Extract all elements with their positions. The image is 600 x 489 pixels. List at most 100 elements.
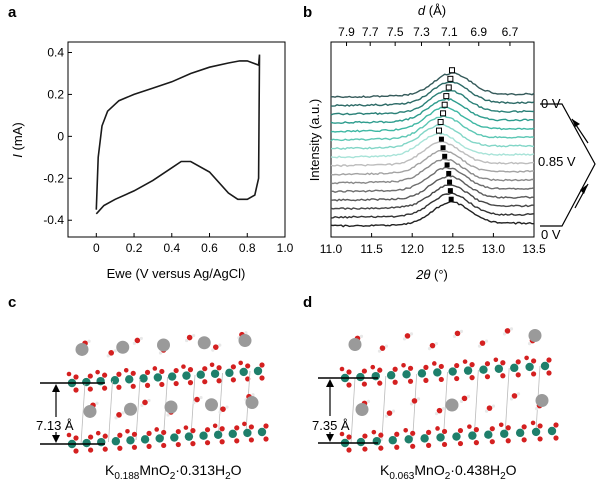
o-atom bbox=[161, 429, 167, 436]
k-ion bbox=[75, 342, 89, 356]
o-atom bbox=[234, 425, 240, 431]
o-atom bbox=[144, 382, 151, 388]
o-atom bbox=[546, 370, 552, 376]
water-hydrogen bbox=[384, 344, 389, 348]
water-oxygen bbox=[134, 337, 141, 344]
cv-x-tick-label: 0.6 bbox=[201, 241, 218, 255]
o-atom bbox=[175, 428, 181, 435]
o-atom bbox=[130, 383, 136, 389]
o-atom bbox=[438, 376, 444, 383]
o-atom bbox=[216, 378, 222, 384]
mn-atom bbox=[167, 372, 177, 381]
water-hydrogen bbox=[114, 416, 118, 420]
o-atom bbox=[144, 369, 151, 375]
o-atom bbox=[66, 371, 72, 377]
water-hydrogen bbox=[199, 395, 203, 400]
xrd-peak-marker-open bbox=[437, 118, 444, 125]
xrd-pattern-curve bbox=[330, 132, 535, 159]
water-hydrogen bbox=[484, 339, 489, 343]
mn-atom bbox=[110, 376, 120, 385]
water-hydrogen bbox=[377, 349, 382, 353]
mn-atom bbox=[479, 365, 488, 374]
mn-atom bbox=[420, 434, 429, 443]
o-atom bbox=[362, 433, 368, 439]
xrd-peak-marker-open bbox=[441, 101, 448, 108]
o-atom bbox=[73, 448, 79, 454]
voltage-bracket bbox=[540, 103, 596, 227]
o-atom bbox=[234, 438, 240, 444]
water-hydrogen bbox=[366, 399, 371, 403]
panel-label-c: c bbox=[8, 294, 17, 311]
cv-plot-frame bbox=[67, 41, 286, 238]
water-oxygen bbox=[404, 333, 411, 339]
arrow-charge-head bbox=[580, 184, 588, 194]
mn-atom bbox=[96, 376, 105, 386]
o-atom bbox=[410, 430, 416, 436]
water-hydrogen bbox=[132, 341, 136, 346]
unit-cell-edge bbox=[350, 377, 356, 444]
o-atom bbox=[245, 363, 251, 369]
o-atom bbox=[423, 377, 429, 383]
o-atom bbox=[454, 362, 460, 369]
mn-atom bbox=[468, 431, 477, 440]
o-atom bbox=[248, 424, 254, 430]
voltage-label-mid: 0.85 V bbox=[538, 154, 576, 169]
spacing-label-c: 7.13 Å bbox=[36, 418, 74, 433]
water-hydrogen bbox=[244, 331, 248, 335]
spacing-arrowhead-down-c bbox=[52, 435, 60, 443]
xrd-x-tick-label: 13.0 bbox=[482, 242, 506, 256]
xrd-y-axis-label: Intensity (a.u.) bbox=[307, 99, 322, 181]
o-atom bbox=[187, 380, 194, 386]
o-atom bbox=[370, 364, 376, 370]
xrd-peak-marker-open bbox=[445, 84, 452, 91]
xrd-pattern-curve bbox=[330, 72, 535, 99]
xrd-pattern-curve bbox=[330, 97, 535, 125]
water-hydrogen bbox=[384, 414, 389, 418]
xrd-pattern-curve bbox=[330, 175, 535, 202]
cv-x-tick-label: 0 bbox=[93, 241, 100, 255]
water-hydrogen bbox=[121, 411, 125, 415]
o-atom bbox=[435, 426, 440, 431]
panel-label-b: b bbox=[303, 4, 313, 21]
o-atom bbox=[263, 436, 269, 442]
o-atom bbox=[187, 367, 194, 373]
mn-atom bbox=[372, 436, 382, 446]
o-atom bbox=[238, 360, 243, 366]
o-atom bbox=[216, 365, 222, 371]
mn-atom bbox=[452, 432, 461, 441]
o-atom bbox=[219, 426, 225, 432]
mn-atom bbox=[356, 437, 366, 447]
unit-cell-edge bbox=[108, 380, 113, 443]
water-oxygen bbox=[142, 399, 148, 406]
unit-cell-edge bbox=[218, 372, 223, 435]
o-atom bbox=[95, 430, 101, 436]
water-hydrogen bbox=[192, 333, 196, 338]
o-atom bbox=[131, 444, 138, 450]
o-atom bbox=[531, 358, 537, 364]
o-atom bbox=[173, 367, 179, 374]
o-atom bbox=[423, 364, 429, 370]
mn-atom bbox=[547, 426, 557, 436]
o-atom bbox=[116, 384, 122, 390]
o-atom bbox=[339, 366, 345, 372]
o-atom bbox=[159, 381, 165, 388]
mn-atom bbox=[433, 368, 442, 377]
o-atom bbox=[219, 439, 225, 445]
mn-atom bbox=[210, 369, 220, 378]
xrd-peak-marker-filled bbox=[448, 196, 454, 202]
o-atom bbox=[259, 375, 265, 381]
o-atom bbox=[242, 421, 247, 427]
k-ion bbox=[355, 403, 369, 416]
mn-atom bbox=[239, 367, 248, 377]
xrd-peak-marker-open bbox=[440, 110, 447, 117]
water-oxygen bbox=[411, 398, 418, 404]
cv-y-tick-label: -0.2 bbox=[43, 171, 64, 185]
o-atom bbox=[66, 432, 72, 438]
water-hydrogen bbox=[477, 344, 482, 348]
water-hydrogen bbox=[391, 409, 396, 413]
water-hydrogen bbox=[516, 392, 521, 396]
o-atom bbox=[102, 385, 108, 391]
o-atom bbox=[146, 430, 152, 436]
o-atom bbox=[524, 355, 529, 361]
